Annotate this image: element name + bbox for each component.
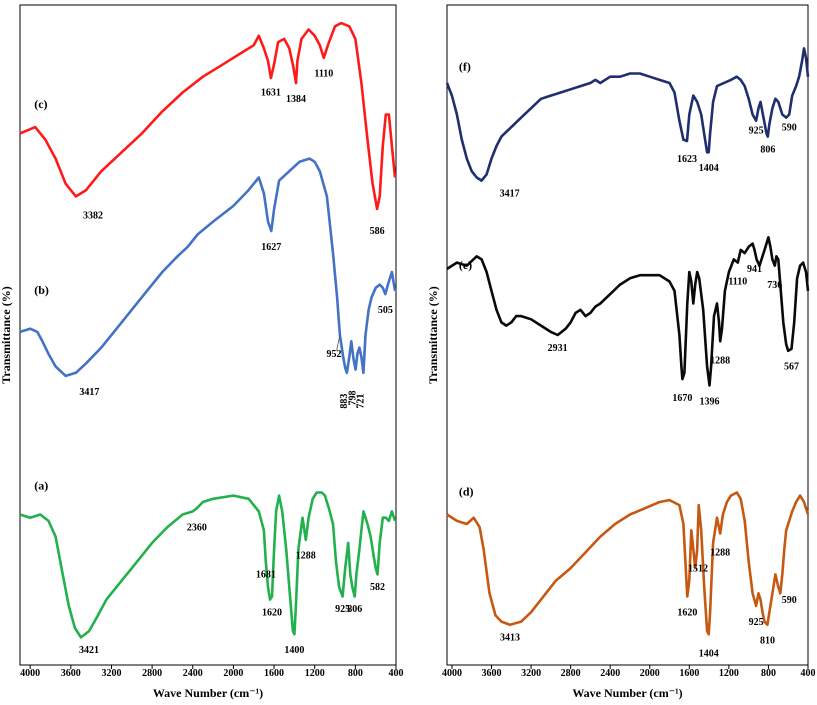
peak-label: 806 bbox=[347, 604, 362, 615]
x-tick-label: 1600 bbox=[264, 668, 284, 679]
x-tick-label: 4000 bbox=[20, 668, 40, 679]
series-label-c: (c) bbox=[34, 97, 47, 111]
x-tick-label: 3200 bbox=[101, 668, 121, 679]
peak-label: 567 bbox=[784, 362, 799, 373]
x-tick-label: 3600 bbox=[61, 668, 81, 679]
peak-label: 1384 bbox=[286, 94, 306, 105]
peak-label: 952 bbox=[327, 349, 342, 360]
x-tick-label: 4000 bbox=[442, 668, 462, 679]
x-tick-label: 400 bbox=[801, 668, 816, 679]
peak-label: 1620 bbox=[677, 607, 697, 618]
x-tick-label: 2800 bbox=[561, 668, 581, 679]
x-tick-label: 2000 bbox=[223, 668, 243, 679]
peak-label: 586 bbox=[370, 226, 385, 237]
peak-label: 1400 bbox=[284, 645, 304, 656]
x-tick-label: 1600 bbox=[679, 668, 699, 679]
x-tick-label: 800 bbox=[761, 668, 776, 679]
x-tick-label: 2400 bbox=[183, 668, 203, 679]
peak-label: 798 bbox=[348, 391, 359, 406]
peak-label: 883 bbox=[339, 394, 350, 409]
peak-label: 2931 bbox=[548, 343, 568, 354]
series-line-a bbox=[19, 491, 397, 639]
peak-label: 810 bbox=[760, 636, 775, 647]
y-axis-label: Transmittance (%) bbox=[0, 286, 13, 383]
peak-label: 1288 bbox=[710, 548, 730, 559]
peak-label: 925 bbox=[749, 125, 764, 136]
peak-label: 3413 bbox=[500, 633, 520, 644]
peak-label: 3417 bbox=[79, 387, 99, 398]
x-tick-label: 2800 bbox=[142, 668, 162, 679]
peak-label: 1110 bbox=[728, 277, 747, 288]
x-tick-label: 1200 bbox=[719, 668, 739, 679]
peak-label: 1512 bbox=[688, 563, 708, 574]
peak-label: 3382 bbox=[83, 210, 103, 221]
peak-label: 1623 bbox=[677, 154, 697, 165]
series-line-f bbox=[445, 47, 810, 182]
peak-leader-line bbox=[336, 334, 341, 351]
peak-label: 806 bbox=[760, 144, 775, 155]
x-tick-label: 3600 bbox=[482, 668, 502, 679]
peak-label: 941 bbox=[747, 264, 762, 275]
peak-label: 1670 bbox=[672, 393, 692, 404]
peak-label: 590 bbox=[782, 122, 797, 133]
series-label-e: (e) bbox=[459, 258, 472, 272]
peak-label: 736 bbox=[767, 280, 782, 291]
peak-label: 1288 bbox=[296, 551, 316, 562]
peak-label: 1404 bbox=[699, 648, 719, 659]
peak-label: 1681 bbox=[256, 570, 276, 581]
series-label-a: (a) bbox=[34, 478, 48, 492]
series-line-c bbox=[19, 21, 397, 211]
chart-panel-right: 4000 3600 3200 2800 2400 2000 1600 1200 800 400 Wa… bbox=[426, 4, 816, 700]
y-axis-label: Transmittance (%) bbox=[426, 286, 440, 383]
plot-frame bbox=[19, 4, 397, 666]
series-label-b: (b) bbox=[34, 283, 49, 297]
series-label-d: (d) bbox=[459, 485, 474, 499]
x-tick-label: 1200 bbox=[305, 668, 325, 679]
peak-label: 505 bbox=[378, 305, 393, 316]
plot-frame bbox=[446, 4, 809, 666]
peak-label: 1288 bbox=[710, 355, 730, 366]
x-tick-label: 2000 bbox=[640, 668, 660, 679]
peak-label: 582 bbox=[370, 582, 385, 593]
peak-label: 721 bbox=[355, 394, 366, 409]
x-tick-label: 2400 bbox=[600, 668, 620, 679]
x-tick-label: 400 bbox=[389, 668, 404, 679]
series-label-f: (f) bbox=[459, 59, 471, 73]
peak-label: 925 bbox=[335, 604, 350, 615]
peak-label: 1396 bbox=[699, 396, 719, 407]
series-line-d bbox=[446, 491, 810, 636]
x-tick-label: 3200 bbox=[521, 668, 541, 679]
peak-label: 2360 bbox=[187, 522, 207, 533]
chart-panel-left: 4000 3600 3200 2800 2400 2000 1600 1200 800 400 Wa… bbox=[0, 4, 404, 700]
peak-label: 3421 bbox=[79, 645, 99, 656]
peak-label: 1620 bbox=[262, 607, 282, 618]
x-axis-label: Wave Number (cm⁻¹) bbox=[153, 686, 263, 700]
series-line-e bbox=[446, 236, 810, 387]
peak-label: 1631 bbox=[261, 88, 281, 99]
peak-label: 1404 bbox=[699, 163, 719, 174]
series-line-b bbox=[19, 157, 397, 378]
x-axis-label: Wave Number (cm⁻¹) bbox=[572, 686, 682, 700]
peak-label: 925 bbox=[749, 617, 764, 628]
peak-label: 590 bbox=[782, 595, 797, 606]
peak-label: 3417 bbox=[500, 188, 520, 199]
peak-label: 1110 bbox=[314, 69, 333, 80]
peak-label: 1627 bbox=[261, 242, 281, 253]
x-tick-label: 800 bbox=[348, 668, 363, 679]
